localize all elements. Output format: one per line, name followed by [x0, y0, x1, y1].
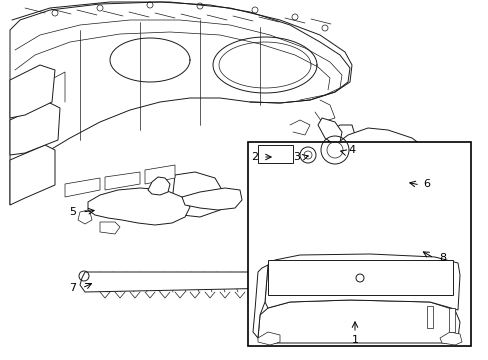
Bar: [258, 145, 292, 163]
Polygon shape: [327, 125, 354, 150]
Text: 5: 5: [69, 207, 76, 217]
Bar: [409, 236, 421, 250]
Polygon shape: [439, 332, 461, 345]
Bar: [248, 142, 470, 346]
Text: 3: 3: [293, 152, 300, 162]
Polygon shape: [258, 300, 459, 343]
Polygon shape: [10, 2, 349, 205]
Polygon shape: [264, 254, 459, 310]
Bar: [448, 308, 454, 332]
Polygon shape: [10, 145, 55, 205]
Bar: [417, 240, 427, 252]
Bar: [361, 236, 373, 250]
Text: 2: 2: [251, 152, 258, 162]
Bar: [346, 236, 357, 250]
Bar: [267, 260, 452, 295]
Polygon shape: [88, 188, 190, 225]
Polygon shape: [100, 222, 120, 234]
Polygon shape: [334, 128, 431, 178]
Polygon shape: [80, 272, 284, 292]
Polygon shape: [274, 272, 285, 282]
Text: 6: 6: [423, 179, 429, 189]
Polygon shape: [78, 210, 92, 224]
Text: 4: 4: [348, 145, 355, 155]
Bar: [393, 236, 405, 250]
Text: 7: 7: [69, 283, 77, 293]
Polygon shape: [258, 332, 280, 345]
Polygon shape: [10, 102, 60, 155]
Bar: [426, 306, 432, 328]
Polygon shape: [182, 188, 242, 210]
Polygon shape: [105, 172, 140, 190]
Polygon shape: [10, 65, 55, 118]
Bar: [329, 236, 341, 250]
Polygon shape: [252, 265, 267, 338]
Bar: [377, 236, 389, 250]
Polygon shape: [65, 178, 100, 197]
Polygon shape: [145, 165, 175, 184]
Polygon shape: [172, 172, 224, 217]
Polygon shape: [317, 232, 431, 256]
Polygon shape: [317, 118, 341, 145]
Text: 8: 8: [439, 253, 446, 263]
Text: 1: 1: [351, 335, 358, 345]
Polygon shape: [148, 177, 170, 195]
